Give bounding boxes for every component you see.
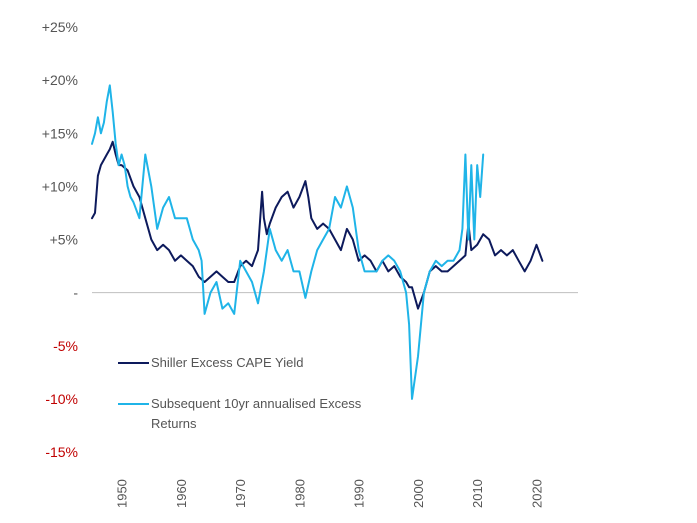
y-tick-label: +10%: [42, 178, 78, 194]
series-line-cape-yield: [91, 140, 544, 310]
y-tick-label: -5%: [53, 338, 78, 354]
x-tick-label: 2010: [470, 479, 485, 508]
y-tick-label: +5%: [50, 232, 78, 248]
x-tick-label: 2020: [530, 479, 545, 508]
series-lines: [91, 84, 544, 400]
x-tick-label: 1990: [352, 479, 367, 508]
x-tick-label: 1960: [174, 479, 189, 508]
legend-label: Shiller Excess CAPE Yield: [151, 355, 303, 370]
legend: Shiller Excess CAPE Yield Subsequent 10yr…: [118, 355, 362, 431]
y-axis-ticks: +25% +20% +15% +10% +5% - -5% -10% -15%: [42, 19, 79, 460]
y-tick-label: -10%: [45, 391, 78, 407]
legend-label: Subsequent 10yr annualised Excess: [151, 396, 362, 411]
y-tick-label: -15%: [45, 444, 78, 460]
x-tick-label: 2000: [411, 479, 426, 508]
x-axis-ticks: 1950 1960 1970 1980 1990 2000 2010 2020: [115, 479, 545, 508]
y-tick-label: +15%: [42, 125, 78, 141]
y-tick-label: +20%: [42, 72, 78, 88]
x-tick-label: 1950: [115, 479, 130, 508]
y-tick-label: -: [73, 285, 78, 301]
y-tick-label: +25%: [42, 19, 78, 35]
series-line-excess-returns: [91, 84, 485, 400]
x-tick-label: 1970: [233, 479, 248, 508]
x-tick-label: 1980: [292, 479, 307, 508]
legend-label: Returns: [151, 416, 197, 431]
